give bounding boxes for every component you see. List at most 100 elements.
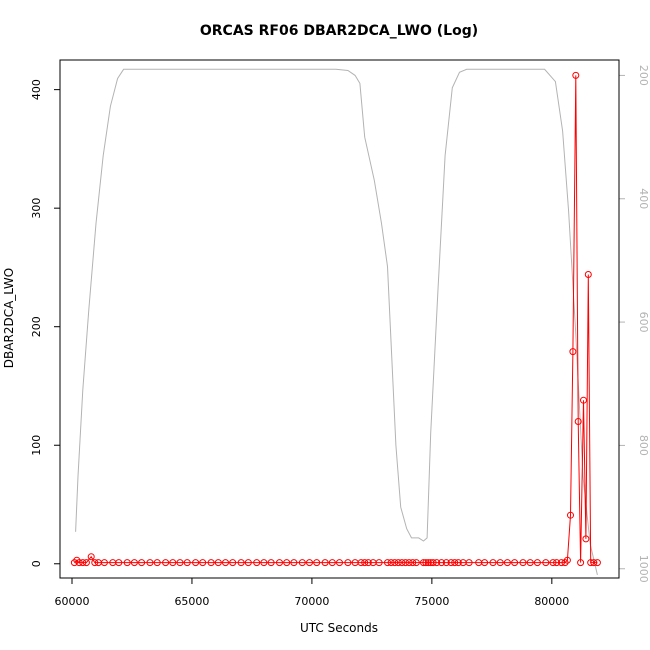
data-point — [79, 559, 87, 567]
data-point — [442, 559, 450, 567]
data-point — [253, 559, 261, 567]
x-tick-label: 70000 — [294, 595, 329, 608]
data-point — [123, 559, 131, 567]
data-point — [306, 559, 313, 567]
data-point — [298, 559, 306, 567]
primary-series-layer — [70, 71, 601, 567]
data-point — [557, 559, 565, 567]
data-point — [587, 559, 595, 567]
data-point — [313, 559, 321, 567]
data-point — [533, 559, 541, 567]
data-point — [561, 559, 569, 567]
data-point — [447, 559, 455, 567]
data-point — [553, 559, 561, 567]
data-point — [162, 559, 170, 567]
data-point — [582, 535, 590, 543]
data-point — [405, 559, 413, 567]
data-point — [563, 556, 571, 564]
data-point — [549, 559, 557, 567]
data-point — [328, 559, 336, 567]
data-point — [100, 559, 108, 567]
data-point — [424, 559, 432, 567]
y2-tick-label: 600 — [637, 312, 650, 333]
x-tick-label: 80000 — [534, 595, 569, 608]
plot-frame — [59, 59, 620, 579]
y-tick-label: 100 — [30, 435, 43, 456]
data-point — [526, 559, 534, 567]
data-point — [402, 559, 409, 567]
data-point — [237, 559, 245, 567]
data-point — [214, 559, 222, 567]
data-point — [183, 559, 191, 567]
data-point — [357, 559, 365, 567]
data-point — [412, 559, 420, 567]
y2-tick-label: 800 — [637, 435, 650, 456]
data-point — [75, 559, 83, 567]
data-point — [192, 559, 200, 567]
data-point — [344, 559, 352, 567]
data-point — [82, 559, 90, 567]
data-point — [222, 559, 229, 567]
data-point — [336, 559, 343, 567]
chart-title: ORCAS RF06 DBAR2DCA_LWO (Log) — [200, 23, 478, 39]
data-point — [398, 559, 406, 567]
data-point — [577, 559, 585, 567]
data-point — [590, 559, 598, 567]
data-point — [169, 559, 177, 567]
data-point — [519, 559, 527, 567]
data-point — [115, 559, 123, 567]
data-point — [375, 559, 383, 567]
y-tick-label: 200 — [30, 316, 43, 337]
y2-tick-label: 400 — [637, 188, 650, 209]
data-point — [138, 559, 146, 567]
data-point — [244, 559, 252, 567]
y-tick-label: 300 — [30, 198, 43, 219]
data-point — [489, 559, 497, 567]
data-point — [283, 559, 291, 567]
data-point — [146, 559, 154, 567]
data-point — [199, 559, 207, 567]
x-tick-label: 65000 — [174, 595, 209, 608]
data-point — [454, 559, 462, 567]
secondary-series-layer — [75, 68, 598, 576]
y-axis-label: DBAR2DCA_LWO — [2, 268, 16, 368]
data-point — [481, 559, 489, 567]
data-point — [87, 553, 95, 561]
secondary-series-line — [75, 68, 598, 576]
data-point — [420, 559, 427, 567]
y-tick-label: 400 — [30, 79, 43, 100]
data-point — [153, 559, 161, 567]
x-tick-label: 60000 — [54, 595, 89, 608]
data-point — [387, 559, 395, 567]
data-point — [422, 559, 430, 567]
data-point — [542, 559, 550, 567]
data-point — [593, 559, 601, 567]
data-point — [70, 559, 78, 567]
data-point — [267, 559, 275, 567]
y-tick-label: 0 — [30, 560, 43, 567]
data-point — [391, 559, 399, 567]
data-point — [176, 559, 184, 567]
data-point — [567, 511, 574, 519]
data-point — [503, 559, 511, 567]
data-point — [384, 559, 391, 567]
x-axis-label: UTC Seconds — [300, 621, 378, 635]
data-point — [465, 559, 473, 567]
data-point — [207, 559, 215, 567]
data-point — [409, 559, 417, 567]
data-point — [438, 559, 445, 567]
data-point — [496, 559, 504, 567]
data-point — [364, 559, 372, 567]
data-point — [574, 418, 582, 425]
data-point — [433, 559, 441, 567]
data-point — [276, 559, 283, 567]
data-point — [394, 559, 402, 567]
data-point — [572, 71, 580, 79]
data-point — [429, 559, 437, 567]
data-point — [451, 559, 459, 567]
data-point — [321, 559, 329, 567]
data-point — [91, 559, 99, 567]
x-tick-label: 75000 — [414, 595, 449, 608]
